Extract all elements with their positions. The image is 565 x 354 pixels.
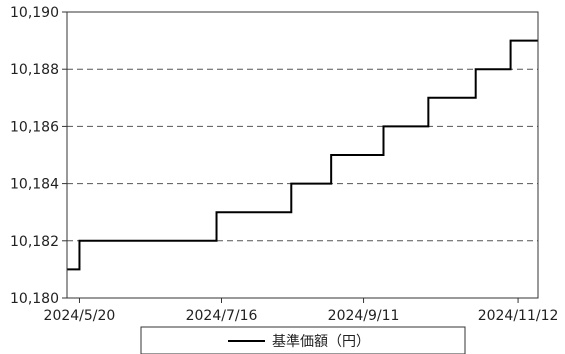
gridlines (67, 68, 538, 242)
x-tick-label: 2024/11/12 (478, 308, 559, 324)
y-tick-label: 10,190 (10, 5, 59, 21)
series-line (67, 39, 538, 271)
legend-label: 基準価額（円） (272, 333, 370, 350)
legend: 基準価額（円） (140, 326, 466, 354)
y-tick-label: 10,186 (10, 119, 59, 135)
y-tick-label: 10,188 (10, 62, 59, 78)
y-axis: 10,180 10,182 10,184 10,186 10,188 10,190 (10, 5, 67, 307)
x-tick-label: 2024/9/11 (328, 308, 400, 324)
y-tick-label: 10,184 (10, 177, 59, 193)
y-tick-label: 10,182 (10, 234, 59, 250)
plot-frame (66, 11, 539, 299)
x-tick-label: 2024/7/16 (186, 308, 258, 324)
y-tick-label: 10,180 (10, 291, 59, 307)
series-layer (67, 39, 538, 271)
legend-box (140, 326, 466, 354)
x-axis: 2024/5/20 2024/7/16 2024/9/11 2024/11/12 (44, 298, 559, 324)
x-tick-label: 2024/5/20 (44, 308, 116, 324)
